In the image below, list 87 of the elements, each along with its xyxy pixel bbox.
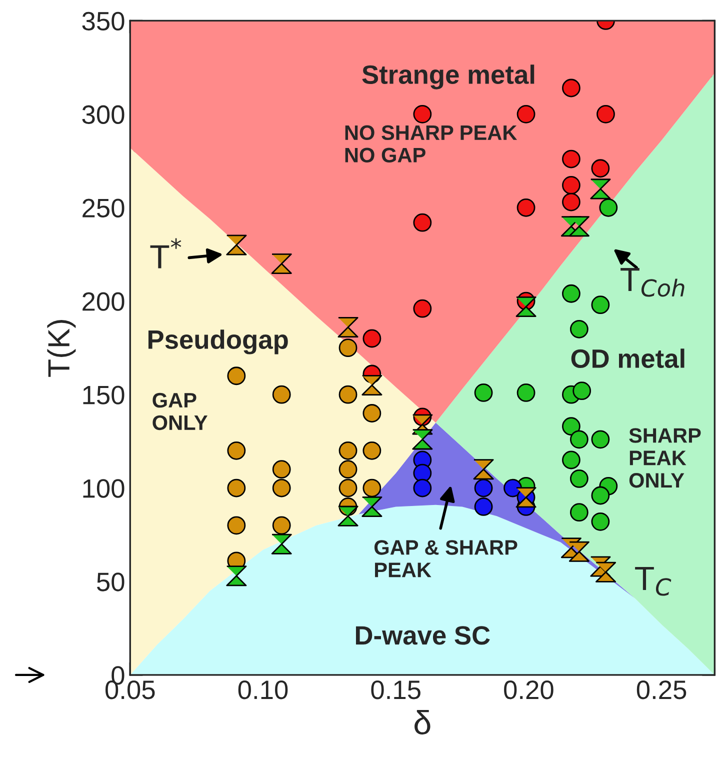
point [272, 478, 291, 498]
point [516, 296, 536, 317]
point [562, 284, 580, 303]
point [338, 441, 358, 460]
point [227, 366, 246, 386]
point [504, 478, 522, 498]
point [338, 506, 358, 526]
point [516, 383, 536, 402]
point [226, 566, 247, 586]
point [591, 430, 610, 449]
point [562, 176, 580, 194]
point [562, 417, 580, 436]
point [338, 338, 358, 358]
point [413, 464, 432, 482]
point [568, 216, 590, 237]
point [227, 478, 246, 498]
point [272, 460, 291, 479]
point [591, 159, 610, 178]
annotation: GAP ONLY [152, 392, 208, 430]
annotation: OD metal [571, 348, 684, 368]
annotation: Pseudogap [148, 330, 288, 354]
point [570, 320, 588, 338]
point [474, 383, 493, 402]
y-tick-label: 150 [83, 386, 124, 404]
annotation: NO SHARP PEAK NO GAP [345, 125, 518, 162]
annotation: D-wave SC [356, 626, 490, 645]
point [362, 441, 382, 460]
x-tick-label: 0.15 [371, 680, 420, 700]
point [272, 385, 291, 404]
point [591, 296, 610, 314]
point [570, 503, 588, 522]
point [362, 329, 382, 348]
point [338, 385, 358, 404]
annotation: Strange metal [362, 64, 534, 90]
point [572, 382, 592, 400]
x-tick-label: 0.20 [504, 680, 554, 700]
point [413, 104, 432, 124]
point [362, 496, 382, 517]
annotation: T$_{Coh}$ [620, 268, 684, 297]
point [562, 450, 580, 470]
point [271, 253, 292, 274]
y-tick-label: 350 [82, 12, 124, 31]
point [338, 317, 358, 338]
point [568, 541, 590, 562]
point [362, 374, 382, 396]
x-tick-label: 0.10 [238, 680, 288, 700]
y-tick-label: 200 [82, 292, 124, 311]
y-tick-label: 50 [96, 572, 124, 592]
point [413, 213, 432, 232]
point [413, 478, 432, 498]
point [226, 234, 247, 256]
point [227, 516, 246, 535]
annotation: GAP & SHARP PEAK [374, 540, 518, 578]
point [474, 498, 493, 516]
point [596, 104, 615, 124]
point [591, 512, 610, 531]
point [590, 178, 611, 200]
annotation: T$_{C}$ [635, 567, 672, 596]
point [570, 469, 588, 488]
y-tick-label: 250 [82, 198, 124, 218]
point [362, 478, 382, 498]
point [599, 198, 618, 217]
point [473, 459, 494, 480]
point [562, 78, 580, 98]
point [362, 404, 382, 422]
x-tick-label: 0.25 [636, 680, 686, 700]
point [591, 486, 610, 505]
point [595, 562, 616, 582]
point [338, 478, 358, 498]
point [570, 430, 588, 449]
y-axis-title: T(K) [47, 320, 76, 377]
point [474, 478, 493, 498]
point [562, 192, 580, 212]
annotation: T$^{*}$ [150, 238, 182, 268]
annotation: SHARP PEAK ONLY [629, 428, 701, 488]
point [271, 534, 292, 554]
x-axis-title: δ [414, 710, 430, 734]
point [412, 429, 433, 450]
point [516, 198, 536, 217]
point [562, 150, 580, 168]
point [413, 299, 432, 318]
point [272, 516, 291, 535]
y-tick-label: 100 [83, 479, 124, 498]
point [227, 441, 246, 460]
point [338, 460, 358, 479]
y-tick-label: 300 [82, 105, 124, 124]
point [516, 104, 536, 124]
